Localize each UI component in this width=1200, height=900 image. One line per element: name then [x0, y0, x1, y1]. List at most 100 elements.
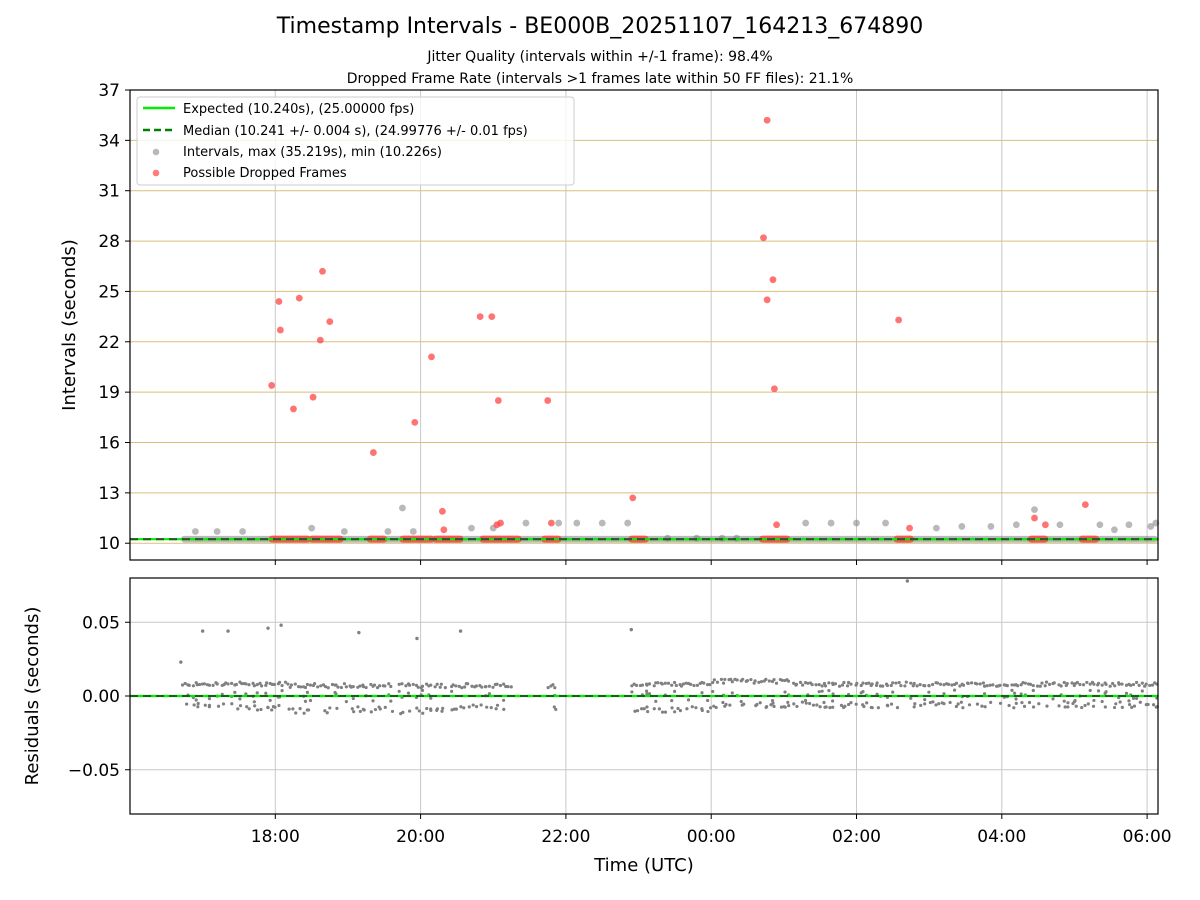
residual-point: [187, 683, 191, 688]
dropped-frame-point: [428, 353, 435, 361]
residual-point: [814, 683, 818, 687]
intervals-ytick-label: 34: [98, 131, 120, 151]
residual-point: [429, 683, 433, 687]
residual-point: [989, 700, 993, 704]
interval-point: [399, 504, 406, 512]
residual-point: [714, 705, 718, 710]
residual-point: [1104, 690, 1108, 694]
residual-outlier-point: [458, 629, 463, 633]
residual-point: [741, 677, 745, 681]
residual-point: [847, 702, 851, 707]
dropped-frame-point: [629, 494, 637, 502]
residual-point: [870, 706, 874, 710]
residual-point: [672, 689, 677, 693]
residual-point: [495, 703, 500, 707]
residual-point: [308, 683, 313, 687]
residual-point: [694, 706, 698, 710]
residual-point: [927, 684, 931, 688]
residual-point: [369, 682, 373, 687]
residual-point: [794, 682, 799, 686]
residual-point: [634, 683, 639, 687]
residual-point: [435, 682, 439, 686]
residual-point: [928, 700, 932, 705]
residual-point: [685, 707, 689, 711]
residual-point: [502, 698, 506, 702]
residual-outlier-point: [200, 629, 205, 633]
residual-point: [375, 686, 380, 690]
residual-point: [815, 703, 819, 707]
intervals-x-ticks: [274, 560, 1148, 565]
residual-point: [861, 690, 865, 694]
residual-point: [912, 681, 916, 686]
residual-point: [938, 682, 943, 686]
residual-point: [195, 683, 199, 687]
residual-point: [438, 685, 442, 689]
residual-point: [424, 682, 429, 686]
residual-point: [1027, 700, 1032, 705]
residual-point: [1127, 699, 1131, 703]
residual-point: [640, 683, 645, 687]
residual-point: [839, 703, 844, 707]
residual-point: [817, 690, 821, 694]
residual-point: [277, 680, 282, 684]
residual-point: [1062, 699, 1066, 703]
residual-point: [420, 688, 425, 692]
residual-point: [1100, 699, 1104, 704]
residual-point: [730, 680, 734, 684]
residual-point: [833, 682, 838, 686]
xtick-label-22:00: 22:00: [541, 827, 590, 847]
residual-point: [891, 681, 895, 685]
residual-point: [321, 683, 326, 687]
residual-point: [1012, 691, 1017, 695]
residual-point: [795, 704, 799, 709]
residual-point: [670, 683, 674, 687]
residual-point: [1059, 684, 1063, 688]
residual-point: [325, 711, 329, 715]
residual-point: [443, 686, 447, 690]
residual-point: [245, 705, 249, 709]
residual-point: [656, 681, 660, 685]
residual-point: [862, 704, 866, 709]
residual-point: [234, 682, 238, 687]
residual-point: [185, 702, 189, 706]
residual-point: [244, 692, 248, 696]
residual-point: [1137, 683, 1141, 688]
residual-point: [985, 684, 989, 688]
residual-point: [749, 677, 753, 682]
residual-point: [203, 703, 207, 707]
residual-point: [1083, 703, 1087, 708]
residual-point: [645, 705, 649, 709]
residual-point: [420, 684, 425, 688]
residual-point: [792, 702, 796, 706]
residual-point: [335, 706, 339, 710]
xtick-label-00:00: 00:00: [687, 827, 736, 847]
residual-point: [1031, 683, 1035, 688]
residual-point: [417, 709, 421, 713]
residual-point: [978, 682, 982, 686]
residual-point: [356, 705, 360, 709]
residual-point: [1088, 688, 1092, 693]
residual-point: [881, 684, 885, 688]
residual-point: [289, 683, 294, 687]
residual-point: [757, 680, 761, 684]
legend-intervals-label: Intervals, max (35.219s), min (10.226s): [183, 145, 442, 160]
interval-point: [1031, 506, 1038, 514]
intervals-ytick-label: 25: [98, 282, 120, 302]
residual-point: [253, 704, 257, 708]
residual-point: [950, 683, 954, 687]
residual-point: [484, 685, 488, 689]
residual-point: [666, 681, 671, 685]
intervals-plot-frame: [129, 89, 1159, 561]
residual-point: [470, 684, 474, 688]
residual-point: [817, 682, 821, 687]
residual-point: [487, 684, 491, 688]
residual-point: [387, 682, 391, 686]
residual-point: [487, 692, 491, 696]
residual-point: [633, 709, 637, 713]
residual-point: [358, 709, 362, 714]
residual-point: [1062, 680, 1066, 685]
interval-point: [191, 528, 199, 535]
residual-point: [831, 699, 835, 703]
residual-point: [1037, 702, 1041, 706]
residual-point: [494, 707, 498, 711]
